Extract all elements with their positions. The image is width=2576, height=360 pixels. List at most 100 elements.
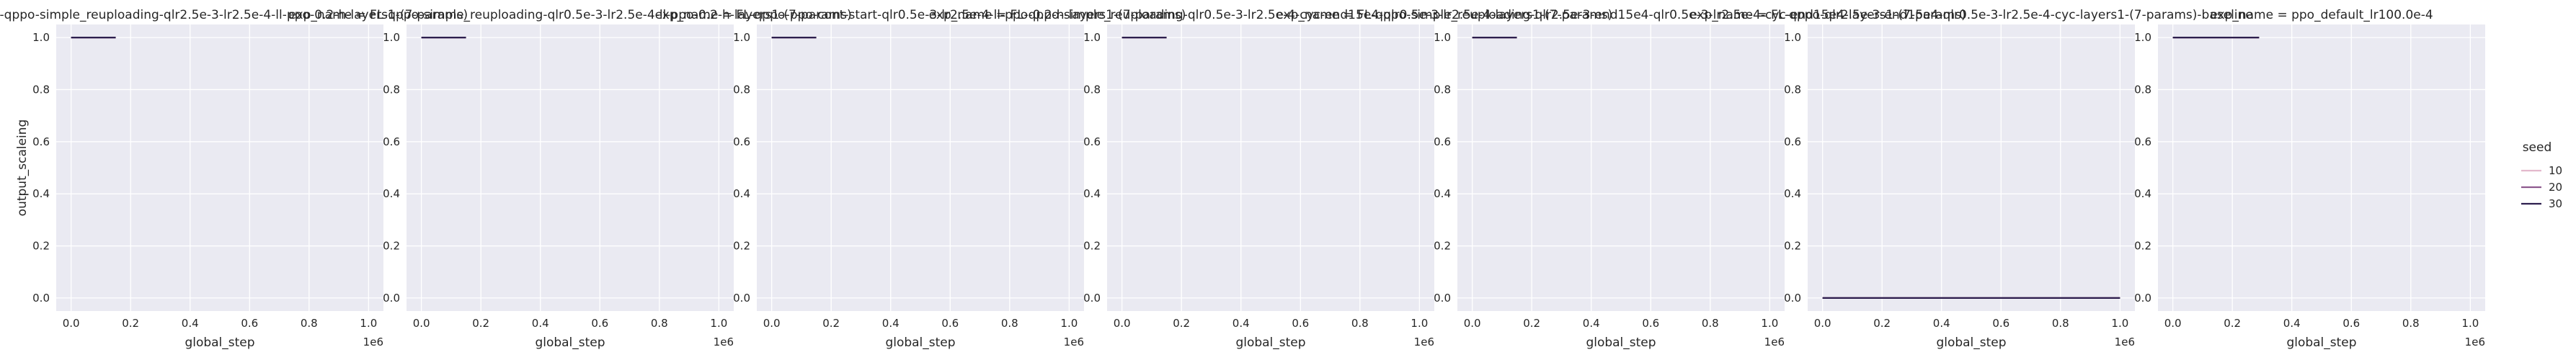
y-tick-label: 0.6 — [2134, 135, 2151, 148]
plot-area — [56, 24, 383, 311]
y-tick-label: 0.6 — [1083, 135, 1101, 148]
y-tick-label: 0.8 — [32, 83, 50, 96]
x-offset-label: 1e6 — [714, 336, 734, 348]
y-tick-label: 0.2 — [1083, 240, 1101, 253]
x-offset-label: 1e6 — [2115, 336, 2135, 348]
x-tick-label: 0.2 — [1873, 317, 1891, 330]
x-offset-label: 1e6 — [363, 336, 383, 348]
x-tick-label: 0.2 — [822, 317, 840, 330]
x-offset-label: 1e6 — [2465, 336, 2485, 348]
y-tick-label: 1.0 — [383, 31, 400, 44]
x-axis-label: global_step — [885, 336, 955, 350]
y-tick-label: 1.0 — [1434, 31, 1451, 44]
y-tick-label: 0.4 — [733, 187, 750, 200]
x-tick-label: 0.0 — [1114, 317, 1131, 330]
x-tick-label: 0.8 — [1702, 317, 1719, 330]
x-tick-label: 1.0 — [1411, 317, 1428, 330]
x-tick-label: 0.4 — [882, 317, 900, 330]
plot-area — [1107, 24, 1434, 311]
x-tick-label: 0.6 — [591, 317, 608, 330]
y-tick-label: 0.6 — [1434, 135, 1451, 148]
y-tick-label: 0.0 — [383, 292, 400, 305]
x-tick-label: 1.0 — [2461, 317, 2479, 330]
x-tick-label: 0.0 — [413, 317, 430, 330]
panel-5: 0.0 0.2 0.4 0.6 0.8 1.0 1e6 0.0 0.2 0.4 0.6 0.8 1.0 g… — [1276, 8, 1966, 350]
legend-label: 30 — [2549, 197, 2562, 210]
panel-4: 0.0 0.2 0.4 0.6 0.8 1.0 1e6 0.0 0.2 0.4 0.6 0.8 1.0 g… — [929, 8, 1613, 350]
x-tick-label: 0.0 — [763, 317, 781, 330]
y-tick-label: 0.8 — [1083, 83, 1101, 96]
x-tick-label: 0.6 — [241, 317, 258, 330]
panel-1: 0.0 0.2 0.4 0.6 0.8 1.0 1e6 0.0 0.2 0.4 0.6 0.8 1.0 g… — [0, 8, 468, 350]
x-tick-label: 0.8 — [1001, 317, 1018, 330]
x-tick-label: 0.6 — [941, 317, 959, 330]
y-tick-label: 0.2 — [733, 240, 750, 253]
legend: seed 10 20 30 — [2521, 140, 2562, 210]
y-tick-label: 0.4 — [1083, 187, 1101, 200]
x-tick-label: 0.2 — [122, 317, 139, 330]
plot-area — [2158, 24, 2485, 311]
x-tick-label: 0.2 — [1523, 317, 1540, 330]
y-tick-label: 0.8 — [733, 83, 750, 96]
legend-entry-seed-30: 30 — [2521, 197, 2562, 210]
chart-panels: 0.0 0.2 0.4 0.6 0.8 1.0 1e6 0.0 0.2 0.4 0.6 0.8 1.0 g… — [0, 8, 2485, 350]
x-axis-label: global_step — [535, 336, 605, 350]
x-tick-label: 0.6 — [1642, 317, 1659, 330]
x-tick-label: 0.2 — [472, 317, 489, 330]
y-axis-label: output_scaleing — [15, 120, 30, 217]
y-tick-label: 0.2 — [32, 240, 50, 253]
panel-3: 0.0 0.2 0.4 0.6 0.8 1.0 1e6 0.0 0.2 0.4 0.6 0.8 1.0 g… — [655, 8, 1186, 350]
x-tick-label: 0.6 — [1992, 317, 2009, 330]
panel-title: exp_name = FL-qppo-qlr2.5e-3-end15e4-qlr… — [1689, 8, 2253, 22]
x-tick-label: 0.8 — [2052, 317, 2069, 330]
panel-7: 0.0 0.2 0.4 0.6 0.8 1.0 1e6 0.0 0.2 0.4 0.6 0.8 1.0 g… — [2134, 8, 2485, 350]
x-tick-label: 0.4 — [1583, 317, 1600, 330]
y-tick-label: 0.0 — [733, 292, 750, 305]
y-tick-label: 0.8 — [383, 83, 400, 96]
y-tick-label: 1.0 — [1083, 31, 1101, 44]
x-axis-label: global_step — [185, 336, 254, 350]
legend-label: 20 — [2549, 181, 2562, 194]
panel-title: exp_name = ppo_default_lr100.0e-4 — [2210, 8, 2433, 22]
x-tick-label: 1.0 — [1060, 317, 1078, 330]
y-tick-label: 0.4 — [383, 187, 400, 200]
y-tick-label: 0.6 — [1784, 135, 1801, 148]
x-tick-label: 0.8 — [301, 317, 318, 330]
legend-title: seed — [2523, 140, 2552, 155]
x-tick-label: 1.0 — [710, 317, 727, 330]
x-tick-label: 0.4 — [1933, 317, 1950, 330]
y-tick-label: 0.4 — [2134, 187, 2151, 200]
x-offset-label: 1e6 — [1064, 336, 1084, 348]
x-tick-label: 0.0 — [63, 317, 80, 330]
x-tick-label: 0.4 — [1233, 317, 1250, 330]
x-tick-label: 0.8 — [2402, 317, 2420, 330]
x-tick-label: 1.0 — [2111, 317, 2128, 330]
x-tick-label: 0.2 — [1173, 317, 1190, 330]
y-tick-label: 1.0 — [32, 31, 50, 44]
x-tick-label: 0.0 — [1464, 317, 1481, 330]
x-tick-label: 0.0 — [1814, 317, 1831, 330]
x-axis-label: global_step — [1235, 336, 1305, 350]
y-tick-label: 0.0 — [1083, 292, 1101, 305]
y-tick-label: 0.6 — [733, 135, 750, 148]
x-tick-label: 1.0 — [1761, 317, 1778, 330]
y-tick-label: 0.0 — [32, 292, 50, 305]
y-tick-label: 0.0 — [1784, 292, 1801, 305]
y-tick-label: 0.4 — [1434, 187, 1451, 200]
x-tick-label: 0.6 — [1292, 317, 1309, 330]
y-tick-label: 0.4 — [1784, 187, 1801, 200]
y-tick-label: 0.8 — [1784, 83, 1801, 96]
x-axis-label: global_step — [1586, 336, 1656, 350]
y-tick-label: 1.0 — [1784, 31, 1801, 44]
x-tick-label: 0.2 — [2224, 317, 2241, 330]
y-tick-label: 0.8 — [2134, 83, 2151, 96]
panel-6: 0.0 0.2 0.4 0.6 0.8 1.0 1e6 0.0 0.2 0.4 0.6 0.8 1.0 g… — [1689, 8, 2253, 350]
y-tick-label: 0.2 — [1434, 240, 1451, 253]
y-tick-label: 0.4 — [32, 187, 50, 200]
plot-area — [1457, 24, 1785, 311]
y-tick-label: 0.0 — [1434, 292, 1451, 305]
x-tick-label: 0.6 — [2342, 317, 2360, 330]
x-offset-label: 1e6 — [1414, 336, 1434, 348]
x-tick-label: 0.4 — [2283, 317, 2301, 330]
